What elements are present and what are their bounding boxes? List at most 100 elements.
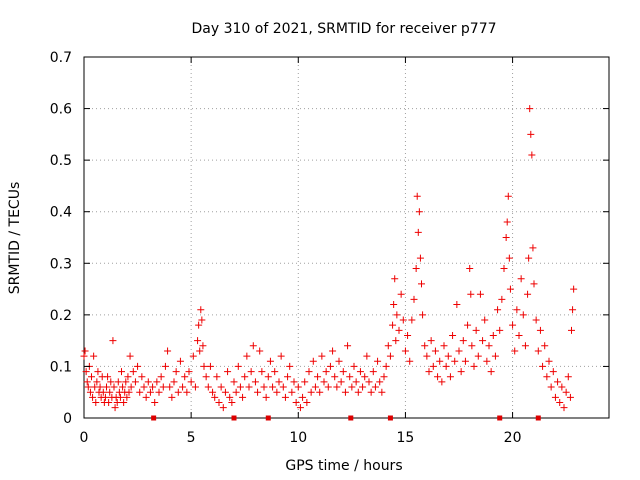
data-point [266,357,274,365]
data-point [170,378,178,386]
data-point [94,368,102,376]
data-point [558,383,566,391]
x-tick-label: 0 [80,430,89,446]
data-point [104,373,112,381]
data-point [127,383,135,391]
data-point [239,393,247,401]
data-point [273,388,281,396]
data-point [384,342,392,350]
data-point [110,383,118,391]
data-point [84,383,92,391]
data-point [363,352,371,360]
data-point [136,388,144,396]
data-point [181,373,189,381]
x-axis-label: GPS time / hours [285,458,402,474]
data-point [129,368,137,376]
data-point [467,290,475,298]
data-point [382,362,390,370]
data-point [389,321,397,329]
data-point [449,331,457,339]
data-point [258,368,266,376]
data-point [118,368,125,376]
data-point [418,280,425,288]
data-point [376,378,384,386]
data-point [527,130,535,138]
data-point [483,357,491,365]
data-point [359,383,367,391]
data-point [438,378,446,386]
data-gap-marker [535,415,541,421]
data-point [472,326,480,334]
data-point [408,316,416,324]
data-point [541,342,549,350]
data-point [230,378,238,386]
data-point [224,368,232,376]
x-tick-label: 5 [187,430,196,446]
data-point [453,301,461,309]
data-point [196,347,204,355]
data-point [413,192,421,200]
data-point [521,342,529,350]
data-point [392,337,400,345]
data-point [296,404,304,412]
data-point [249,342,257,350]
data-point [123,393,131,401]
data-point [410,295,418,303]
data-point [391,275,399,283]
data-point [146,388,154,396]
data-point [431,347,439,355]
y-tick-label: 0.3 [50,256,72,272]
data-point [543,373,551,381]
data-point [322,368,330,376]
data-point [262,393,270,401]
data-point [107,378,115,386]
axis-ticks: 0 0.1 0.2 0.3 0.4 0.5 0.6 0.7 0 5 10 15 20 [50,50,609,446]
data-point [80,352,88,360]
data-point [414,228,422,236]
data-point [513,306,521,314]
data-point [245,383,253,391]
data-point [434,373,442,381]
data-point [461,357,469,365]
data-point [415,208,423,216]
data-point [153,378,161,386]
data-point [172,368,180,376]
data-gap-marker [265,415,271,421]
data-point [568,326,575,334]
data-point [269,383,277,391]
data-point [199,342,207,350]
data-point [119,383,127,391]
data-point [320,378,328,386]
data-point [380,373,388,381]
data-point [474,352,482,360]
data-point [202,373,210,381]
data-point [176,357,184,365]
data-point [189,352,197,360]
data-point [275,378,283,386]
data-point [247,368,255,376]
data-point [570,285,578,293]
data-point [562,388,570,396]
data-point [140,383,148,391]
data-point [195,321,203,329]
data-point [279,383,287,391]
data-point [556,399,564,407]
data-point [179,383,187,391]
data-point [455,347,463,355]
data-point [211,393,219,401]
data-point [164,347,172,355]
data-point [101,393,109,401]
data-point [485,342,493,350]
data-point [367,388,375,396]
data-point [168,393,176,401]
data-point [365,378,373,386]
data-point [440,342,448,350]
data-gap-marker [231,415,237,421]
data-point [138,373,146,381]
data-point [528,151,536,159]
data-point [509,321,517,329]
y-tick-label: 0.5 [50,153,72,169]
data-point [504,192,512,200]
data-point [83,378,91,386]
